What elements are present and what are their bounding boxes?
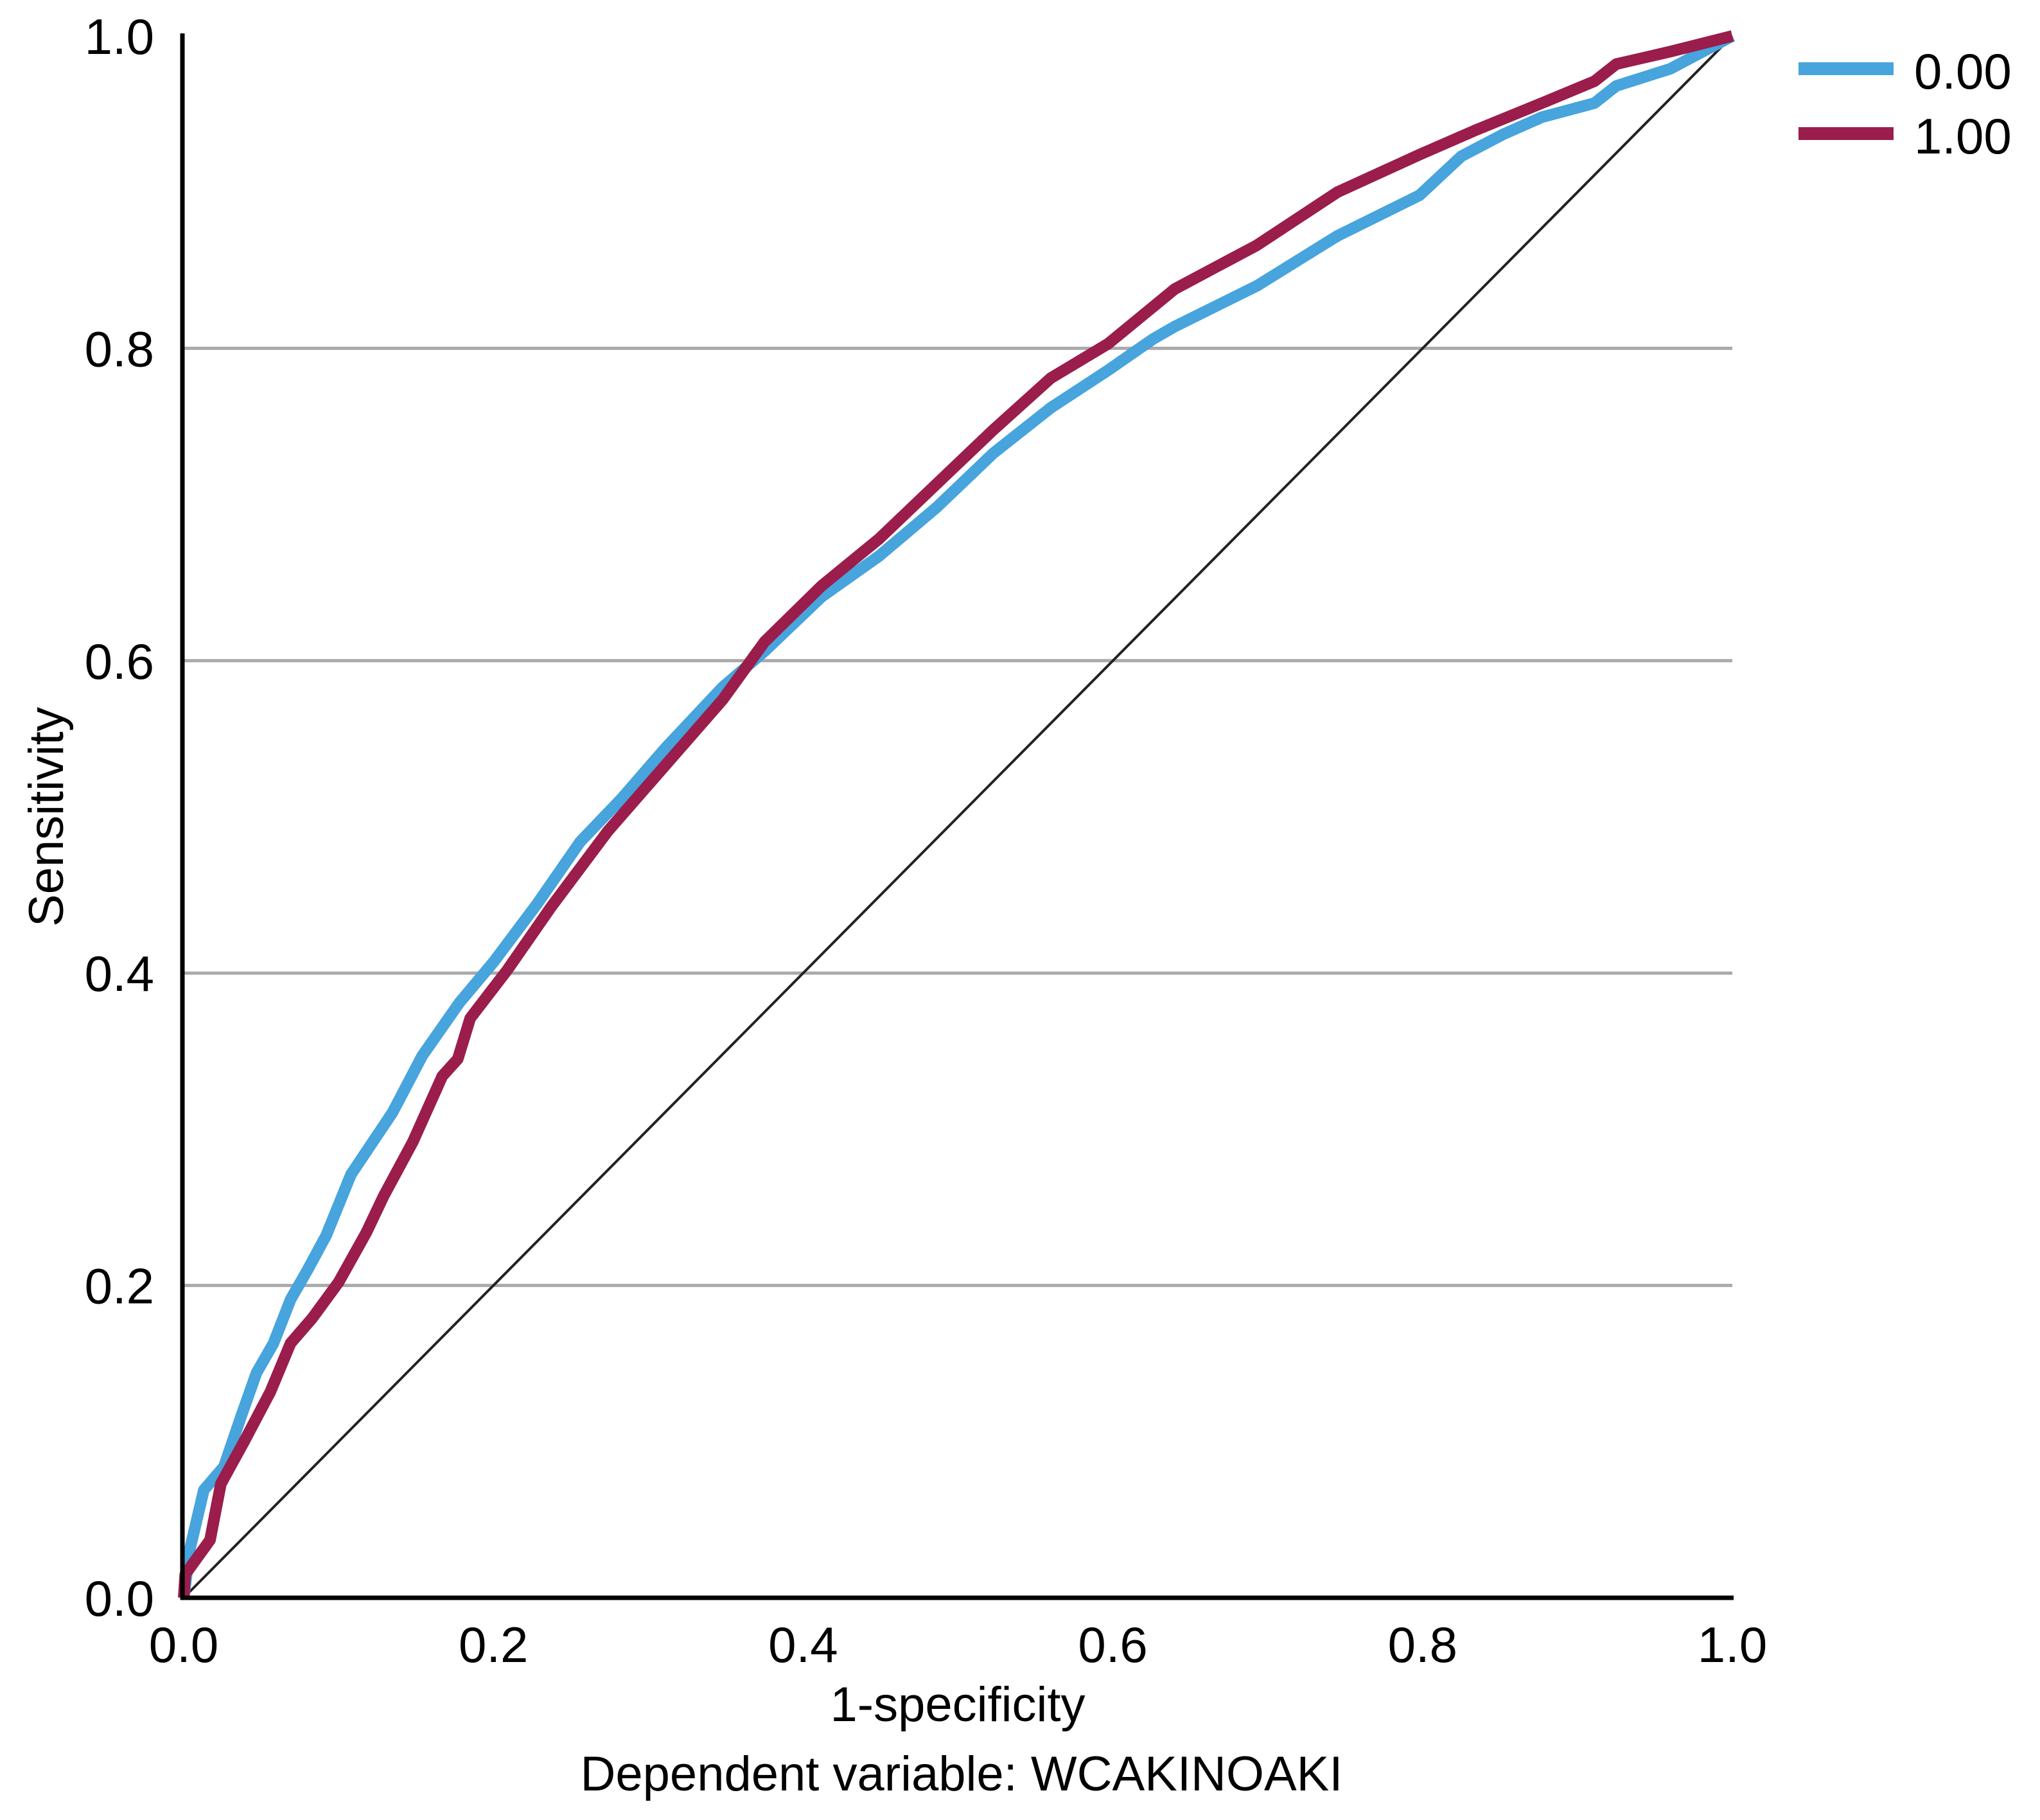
gridlines xyxy=(184,346,1732,1288)
y-tick-labels: 0.0 0.2 0.4 0.6 0.8 1.0 xyxy=(85,8,154,1627)
series-line-1-00 xyxy=(178,30,1734,1598)
x-tick-label: 0.2 xyxy=(459,1616,528,1673)
series-lines xyxy=(178,30,1736,1599)
y-tick-label: 0.8 xyxy=(85,320,154,377)
x-tick-labels: 0.0 0.2 0.4 0.6 0.8 1.0 xyxy=(149,1616,1767,1673)
legend-label-1-00: 1.00 xyxy=(1914,108,2012,164)
y-tick-label: 0.4 xyxy=(85,945,154,1002)
y-tick-label: 0.6 xyxy=(85,633,154,690)
x-tick-label: 0.6 xyxy=(1078,1616,1147,1673)
legend-item-0: 0.00 xyxy=(1798,43,2012,100)
x-tick-label: 0.0 xyxy=(149,1616,218,1673)
x-tick-label: 0.8 xyxy=(1388,1616,1457,1673)
dependent-variable-note: Dependent variable: WCAKINOAKI xyxy=(581,1747,1343,1801)
legend-label-0-00: 0.00 xyxy=(1914,43,2012,100)
x-tick-label: 1.0 xyxy=(1698,1616,1767,1673)
x-axis-title: 1-specificity xyxy=(831,1677,1086,1732)
y-tick-label: 0.2 xyxy=(85,1258,154,1315)
reference-diagonal-line xyxy=(182,35,1734,1599)
x-tick-label: 0.4 xyxy=(768,1616,838,1673)
y-tick-label: 1.0 xyxy=(85,8,154,65)
y-tick-label: 0.0 xyxy=(85,1570,154,1627)
legend-item-1: 1.00 xyxy=(1798,108,2012,164)
series-line-0-00 xyxy=(178,31,1736,1599)
y-axis-title: Sensitivity xyxy=(19,707,74,927)
legend: 0.00 1.00 xyxy=(1798,43,2012,164)
